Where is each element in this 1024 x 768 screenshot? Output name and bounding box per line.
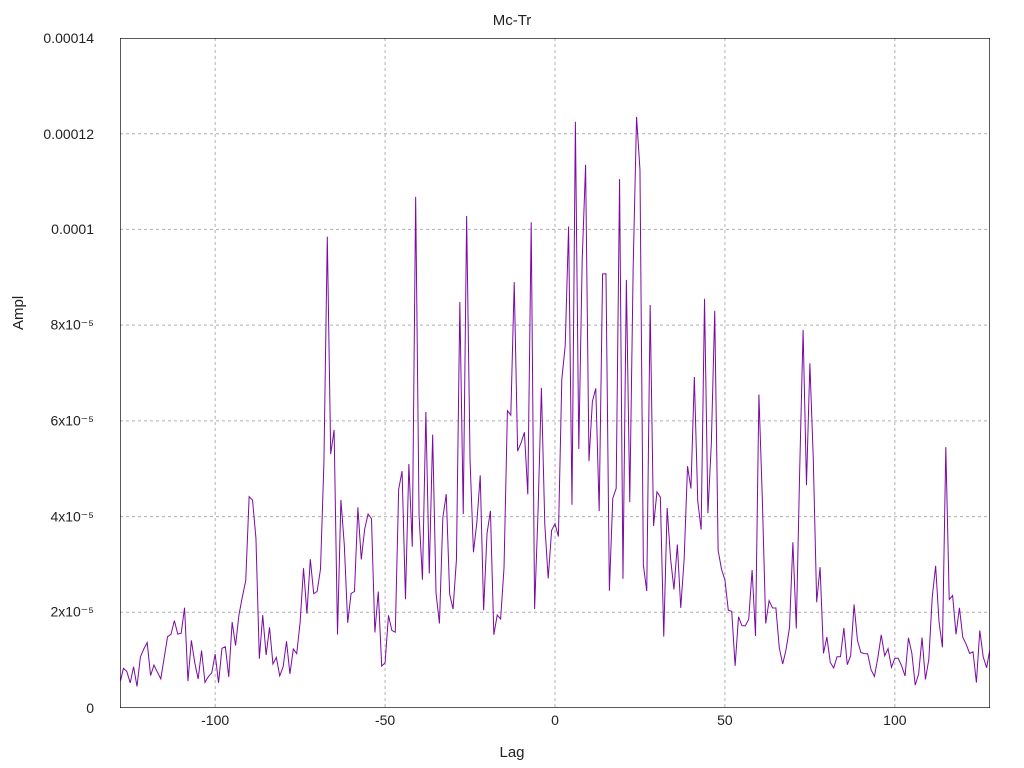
chart-title: Mc-Tr <box>0 12 1024 29</box>
plot-area: 0 2x10⁻⁵ 4x10⁻⁵ 6x10⁻⁵ 8x10⁻⁵ 0.0001 0.00012 0.… <box>120 38 990 708</box>
y-tick-label-0: 0 <box>0 700 94 716</box>
y-tick-label-1: 2x10⁻⁵ <box>0 604 94 621</box>
y-tick-label-3: 6x10⁻⁵ <box>0 412 94 429</box>
y-tick-label-5: 0.0001 <box>0 221 94 237</box>
x-tick-label-4: 100 <box>883 712 906 728</box>
x-tick-label-3: 50 <box>717 712 733 728</box>
x-tick-label-0: -100 <box>201 712 229 728</box>
horizontal-gridlines <box>120 134 990 613</box>
plot-svg <box>120 38 990 708</box>
y-tick-label-7: 0.00014 <box>0 30 94 46</box>
chart-container: Mc-Tr Ampl Lag 0 2x10⁻⁵ 4x10⁻⁵ 6x10⁻⁵ 8x10⁻⁵… <box>0 0 1024 768</box>
y-tick-label-6: 0.00012 <box>0 126 94 142</box>
y-tick-label-4: 8x10⁻⁵ <box>0 317 94 334</box>
plot-border <box>120 38 990 708</box>
y-tick-label-2: 4x10⁻⁵ <box>0 508 94 525</box>
x-axis-label: Lag <box>0 744 1024 761</box>
x-tick-label-2: 0 <box>551 712 559 728</box>
x-tick-label-1: -50 <box>375 712 395 728</box>
vertical-gridlines <box>215 38 895 708</box>
